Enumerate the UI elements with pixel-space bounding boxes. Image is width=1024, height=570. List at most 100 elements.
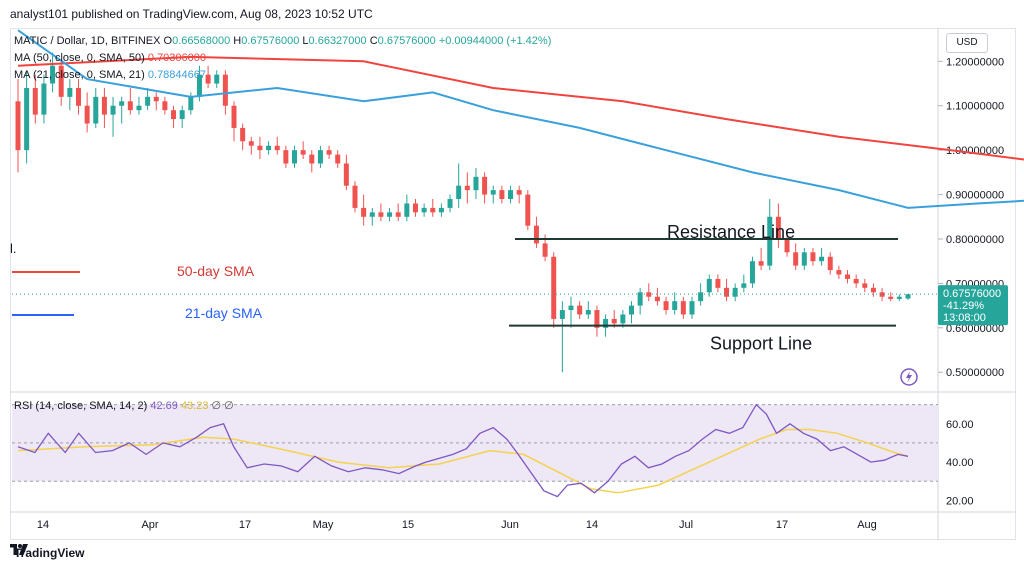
candle-body — [845, 274, 851, 279]
price-tag-change: -41.29% — [943, 300, 984, 312]
candle-body — [715, 278, 721, 288]
candle-body — [490, 190, 496, 195]
candle-body — [84, 105, 90, 124]
candle-body — [698, 292, 704, 302]
candle-body — [758, 261, 764, 266]
legend-part: MATIC / Dollar, 1D, BITFINEX — [14, 35, 164, 47]
candle-body — [611, 318, 617, 324]
candle-body — [672, 301, 678, 311]
candle-body — [853, 278, 859, 284]
legend-part: 42.69 — [150, 400, 181, 412]
candle-body — [41, 83, 47, 115]
candle-body — [473, 176, 479, 191]
chart-frame — [10, 28, 1016, 540]
price-tick-label: 0.90000000 — [946, 190, 1004, 202]
candle-body — [222, 74, 228, 106]
candle-body — [317, 150, 323, 164]
candle-body — [32, 87, 38, 115]
candle-body — [67, 87, 73, 97]
tradingview-logo-icon — [10, 544, 28, 555]
candle-body — [188, 96, 194, 111]
rsi-tick-label: 60.00 — [946, 419, 974, 431]
candle-body — [741, 283, 747, 288]
currency-selector[interactable]: USD — [946, 33, 988, 53]
legend-part: 0.66568000 — [172, 35, 233, 47]
candle-body — [456, 185, 462, 200]
ma50-line — [17, 55, 1024, 161]
candle-body — [836, 270, 842, 275]
candle-body — [732, 287, 738, 297]
legend-part: H — [233, 35, 241, 47]
candle-body — [50, 65, 56, 84]
candle-body — [689, 301, 695, 315]
legend-part: 0.70306000 — [148, 52, 206, 64]
candle-body — [827, 256, 833, 271]
candle-body — [888, 296, 894, 299]
time-tick-label: Jul — [679, 519, 693, 531]
candle-body — [378, 212, 384, 217]
candle-body — [628, 305, 634, 315]
candle-body — [559, 310, 565, 319]
candle-body — [585, 310, 591, 315]
candle-body — [430, 207, 436, 213]
time-tick-label: May — [313, 519, 334, 531]
candle-body — [110, 105, 116, 115]
candle-body — [274, 145, 280, 151]
legend-part: O — [164, 35, 173, 47]
time-tick-label: 14 — [586, 519, 598, 531]
ma21-legend: MA (21, close, 0, SMA, 21) 0.78844667 — [14, 69, 206, 81]
legend-part: 43.23 — [181, 400, 212, 412]
legend-part: 0.66327000 — [309, 35, 370, 47]
time-tick-label: 17 — [776, 519, 788, 531]
candle-body — [810, 252, 816, 262]
candle-body — [775, 216, 781, 239]
legend-part: 0.78844667 — [148, 69, 206, 81]
support-label: Support Line — [710, 334, 812, 354]
candle-body — [680, 301, 686, 315]
candle-body — [542, 243, 548, 257]
candle-body — [525, 194, 531, 226]
candle-body — [266, 145, 272, 151]
rsi-tick-label: 20.00 — [946, 495, 974, 507]
candle-body — [196, 74, 202, 97]
candle-body — [101, 96, 107, 115]
left-marker: l. — [10, 241, 17, 256]
candle-body — [369, 212, 375, 217]
candle-body — [819, 256, 825, 262]
footer: TradingView — [10, 544, 84, 564]
candle-body — [499, 190, 505, 200]
price-tick-label: 1.10000000 — [946, 101, 1004, 113]
price-tick-label: 1.20000000 — [946, 56, 1004, 68]
candle-body — [870, 287, 876, 293]
legend-part: MA (21, close, 0, SMA, 21) — [14, 69, 148, 81]
time-tick-label: 15 — [402, 519, 414, 531]
candle-body — [412, 203, 418, 213]
candle-body — [654, 296, 660, 302]
candle-body — [603, 318, 609, 328]
time-tick-label: Jun — [501, 519, 519, 531]
candle-body — [421, 207, 427, 213]
candle-body — [93, 96, 99, 124]
candle-body — [24, 87, 30, 151]
candle-body — [438, 207, 444, 213]
time-tick-label: 14 — [37, 519, 49, 531]
time-tick-label: 17 — [239, 519, 251, 531]
candle-body — [387, 212, 393, 217]
candle-body — [283, 150, 289, 164]
candle-body — [447, 199, 453, 208]
candle-body — [153, 96, 159, 102]
time-tick-label: Aug — [857, 519, 877, 531]
time-tick-label: Apr — [141, 519, 158, 531]
candle-body — [257, 145, 263, 151]
price-tag-value: 0.67576000 — [943, 288, 1001, 300]
legend-part: RSI (14, close, SMA, 14, 2) — [14, 400, 150, 412]
candle-body — [516, 190, 522, 195]
candle-body — [75, 87, 81, 106]
candle-body — [784, 238, 790, 253]
candle-body — [533, 225, 539, 244]
candle-body — [127, 101, 133, 111]
candle-body — [343, 163, 349, 186]
legend-part: L — [302, 35, 308, 47]
sma50-annotation: 50-day SMA — [177, 263, 255, 279]
